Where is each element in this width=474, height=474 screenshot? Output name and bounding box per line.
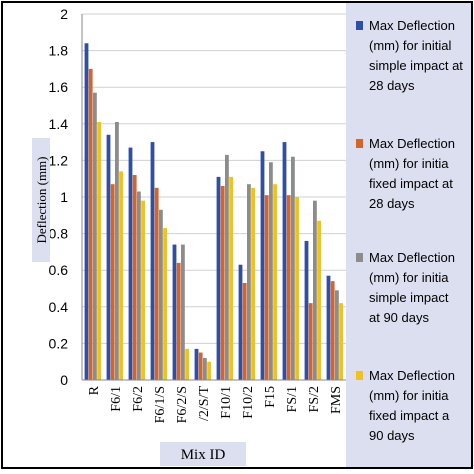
legend-swatch xyxy=(356,253,363,262)
bar-4-f6-2 xyxy=(141,200,145,380)
legend-entry-text: (mm) for initia xyxy=(369,388,449,403)
y-tick-label: 0.4 xyxy=(49,299,69,315)
bar-3-f10-1 xyxy=(225,154,229,380)
bar-2-fms xyxy=(330,281,335,380)
y-tick-label: 0.6 xyxy=(49,262,69,278)
legend-entry-text: Max Deflection xyxy=(369,136,455,151)
legend-panel xyxy=(346,3,471,467)
bar-4-f6-1 xyxy=(119,171,123,380)
bar-4-r xyxy=(97,121,101,380)
bar-4-f6-2-s-t xyxy=(207,361,211,380)
y-tick-label: 0.8 xyxy=(49,226,69,242)
legend-entry-text: Max Deflection xyxy=(369,368,455,383)
bar-3-f6-1-s xyxy=(159,209,163,380)
legend-entry-text: (mm) for initia xyxy=(369,156,449,171)
legend-swatch xyxy=(356,21,363,30)
bar-4-f10-1 xyxy=(229,176,233,380)
y-tick-label: 2 xyxy=(60,6,68,22)
legend-entry-text: (mm) for initial xyxy=(369,38,451,53)
bar-4-fms xyxy=(339,303,343,380)
bar-1-f6-2-s-t xyxy=(194,348,199,380)
legend-entry-text: simple impact xyxy=(369,290,449,305)
bar-2-f10-1 xyxy=(220,186,225,380)
legend-entry-text: at 90 days xyxy=(369,310,429,325)
legend-entry-text: (mm) for initia xyxy=(369,270,449,285)
bar-3-f6-2-s xyxy=(181,244,185,380)
x-tick-label: F10/2 xyxy=(241,386,256,419)
bar-3-r xyxy=(93,92,97,380)
y-tick-label: 1.2 xyxy=(49,152,69,168)
bar-2-f15 xyxy=(264,195,269,380)
legend-entry-text: 28 days xyxy=(369,196,415,211)
bar-1-f6-1 xyxy=(106,134,111,380)
y-axis-title-box xyxy=(32,138,50,262)
bar-3-fs-2 xyxy=(313,200,317,380)
legend-entry-text: 90 days xyxy=(369,428,415,443)
bar-2-f6-1 xyxy=(110,184,115,380)
y-tick-label: 1 xyxy=(60,189,68,205)
bar-2-f6-2-s xyxy=(176,262,181,380)
x-tick-label: /2/S/T xyxy=(197,386,212,421)
bar-1-fms xyxy=(326,275,331,380)
legend-entry-text: simple impact at xyxy=(369,58,463,73)
x-tick-label: F6/1 xyxy=(109,386,124,412)
bar-2-fs-1 xyxy=(286,195,291,380)
bar-1-fs-2 xyxy=(304,240,309,380)
bar-3-f15 xyxy=(269,162,273,380)
bar-4-f10-2 xyxy=(251,187,255,380)
bar-4-f6-1-s xyxy=(163,228,167,380)
x-axis-title: Mix ID xyxy=(181,447,226,463)
bar-3-fs-1 xyxy=(291,156,295,380)
bar-2-f6-2-s-t xyxy=(198,352,203,380)
legend-swatch xyxy=(356,139,363,148)
bar-1-f15 xyxy=(260,151,265,380)
legend-swatch xyxy=(356,371,363,380)
bar-2-f6-2 xyxy=(132,175,137,380)
bar-4-fs-2 xyxy=(317,220,321,380)
bar-1-r xyxy=(84,43,89,380)
y-tick-label: 1.6 xyxy=(49,79,69,95)
bar-1-f10-1 xyxy=(216,176,221,380)
y-tick-label: 0.2 xyxy=(49,335,69,351)
bar-3-f6-1 xyxy=(115,121,119,380)
x-tick-label: F6/2/S xyxy=(175,386,190,423)
x-tick-label: F10/1 xyxy=(219,386,234,419)
bar-2-r xyxy=(88,68,93,381)
bar-1-f6-2 xyxy=(128,147,133,380)
x-tick-label: FMS xyxy=(329,386,344,414)
x-tick-label: F6/1/S xyxy=(153,386,168,423)
y-tick-label: 1.8 xyxy=(49,43,69,59)
bar-4-fs-1 xyxy=(295,197,299,380)
bar-1-f10-2 xyxy=(238,264,243,380)
x-tick-label: FS/1 xyxy=(285,386,300,412)
bar-1-f6-1-s xyxy=(150,142,155,380)
x-axis-title-box xyxy=(160,442,246,466)
legend-entry-text: Max Deflection xyxy=(369,18,455,33)
x-tick-label: FS/2 xyxy=(307,386,322,412)
bar-3-f6-2 xyxy=(137,191,141,380)
legend-entry-text: 28 days xyxy=(369,78,415,93)
bar-2-f6-1-s xyxy=(154,187,159,380)
legend-entry-text: fixed impact at xyxy=(369,176,453,191)
y-axis-title: Deflection (mm) xyxy=(34,157,49,244)
bar-1-f6-2-s xyxy=(172,244,177,380)
bar-2-fs-2 xyxy=(308,303,313,380)
bar-3-f10-2 xyxy=(247,184,251,380)
x-tick-label: R xyxy=(87,385,102,395)
y-tick-label: 0 xyxy=(60,372,68,388)
x-tick-label: F15 xyxy=(263,386,278,408)
y-tick-label: 1.4 xyxy=(49,116,69,132)
bar-2-f10-2 xyxy=(242,283,247,380)
legend-entry-text: Max Deflection xyxy=(369,250,455,265)
bar-3-f6-2-s-t xyxy=(203,358,207,380)
bar-4-f15 xyxy=(273,184,277,380)
bar-4-f6-2-s xyxy=(185,348,189,380)
x-tick-label: F6/2 xyxy=(131,386,146,412)
bar-1-fs-1 xyxy=(282,142,287,380)
bar-3-fms xyxy=(335,290,339,380)
legend-entry-text: fixed impact a xyxy=(369,408,450,423)
